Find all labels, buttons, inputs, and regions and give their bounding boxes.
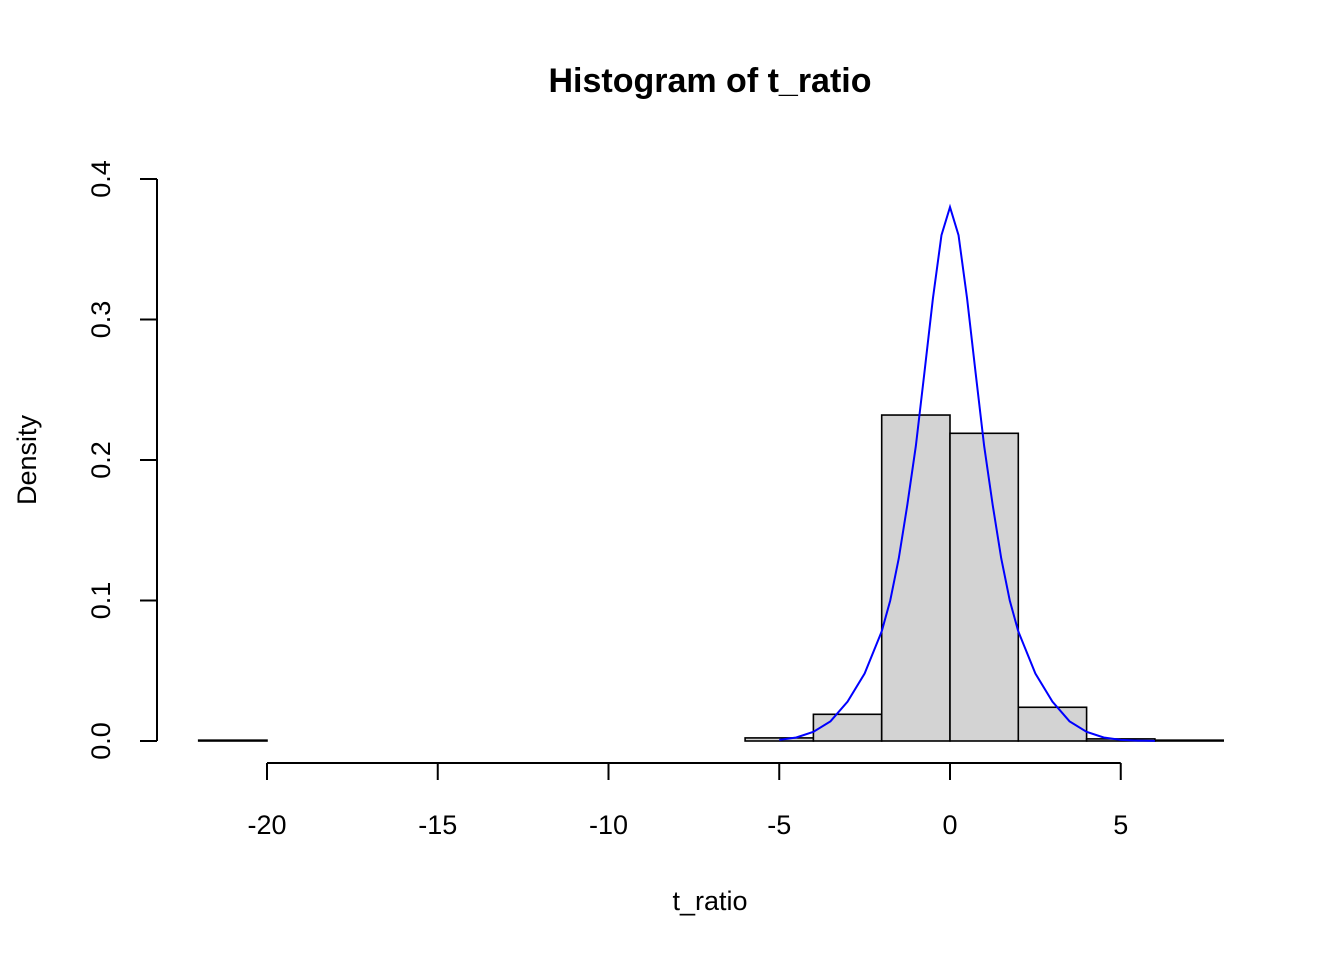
y-tick-label: 0.2 bbox=[86, 441, 116, 479]
x-tick-label: -5 bbox=[767, 810, 791, 840]
histogram-bar-10 bbox=[880, 414, 951, 742]
x-axis-label: t_ratio bbox=[672, 886, 747, 916]
histogram-bar-0 bbox=[197, 739, 268, 742]
y-tick-label: 0.1 bbox=[86, 582, 116, 620]
y-tick-label: 0.0 bbox=[86, 722, 116, 760]
x-tick-label: 5 bbox=[1113, 810, 1128, 840]
histogram-bar-14 bbox=[1154, 739, 1225, 742]
x-tick-label: -20 bbox=[247, 810, 286, 840]
x-tick-label: -15 bbox=[418, 810, 457, 840]
chart-title: Histogram of t_ratio bbox=[548, 62, 871, 100]
x-axis: -20 -15 -10 -5 0 5 bbox=[247, 762, 1128, 840]
x-tick-label: 0 bbox=[942, 810, 957, 840]
histogram-bar-12 bbox=[1017, 706, 1088, 742]
density-curve bbox=[779, 203, 1155, 742]
y-axis-label: Density bbox=[12, 414, 42, 505]
histogram-bar-9 bbox=[812, 713, 883, 742]
x-tick-label: -10 bbox=[589, 810, 628, 840]
histogram-bars bbox=[197, 414, 1225, 742]
y-tick-label: 0.3 bbox=[86, 301, 116, 339]
y-tick-label: 0.4 bbox=[86, 160, 116, 198]
y-axis: 0.0 0.1 0.2 0.3 0.4 bbox=[86, 160, 158, 760]
